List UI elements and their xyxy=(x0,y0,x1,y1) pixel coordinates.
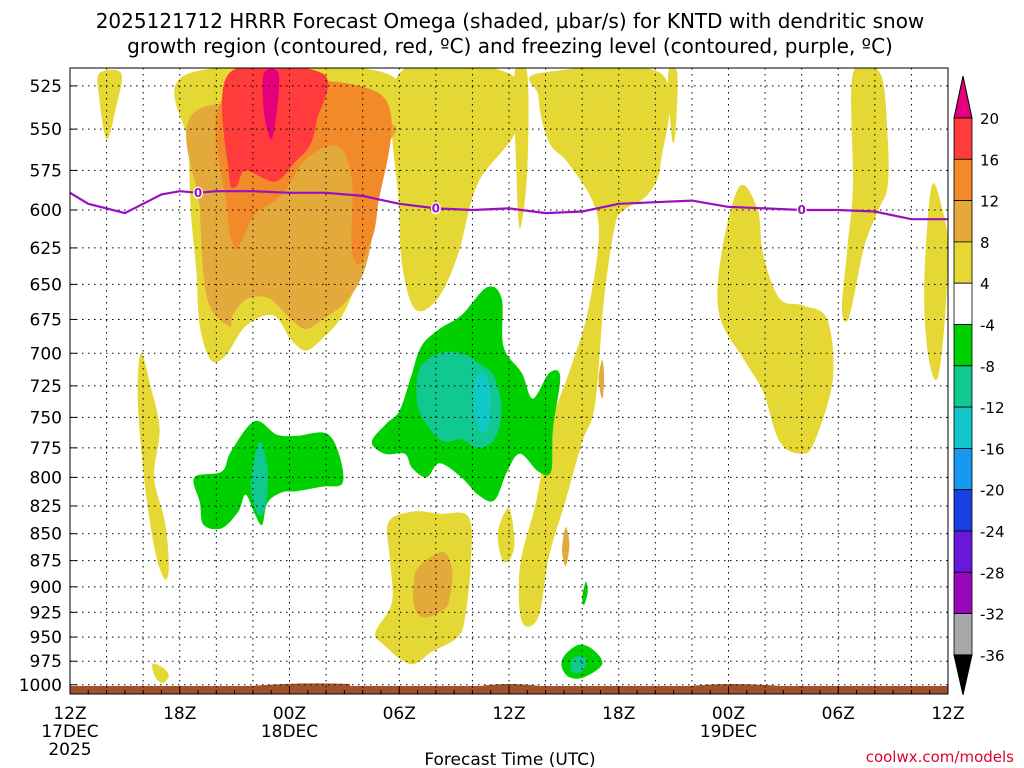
colorbar-swatch-10 xyxy=(953,530,973,573)
colorbar-label-1: 12 xyxy=(980,193,999,211)
x-tick-date-0: 17DEC xyxy=(41,722,98,742)
credit-text[interactable]: coolwx.com/models xyxy=(866,748,1014,766)
y-tick-label-625: 625 xyxy=(30,239,62,259)
y-tick-label-650: 650 xyxy=(30,275,62,295)
y-tick-label-850: 850 xyxy=(30,525,62,545)
omega-region-0 xyxy=(97,69,122,140)
omega-region-9 xyxy=(924,183,948,381)
colorbar-swatch-1 xyxy=(953,158,973,202)
omega-region-7 xyxy=(717,184,834,454)
colorbar-label-7: -16 xyxy=(980,440,1005,458)
freezing-label-bg xyxy=(430,202,441,215)
colorbar-swatch-3 xyxy=(953,241,973,284)
colorbar-top-arrow xyxy=(953,75,973,119)
x-axis-label: Forecast Time (UTC) xyxy=(424,750,595,768)
y-tick-label-600: 600 xyxy=(30,201,62,221)
omega-region-23 xyxy=(582,581,588,606)
freezing-level-label: 0 xyxy=(194,186,202,200)
omega-region-5 xyxy=(518,68,671,627)
x-tick-year-0: 2025 xyxy=(48,740,91,760)
y-tick-label-700: 700 xyxy=(30,344,62,364)
colorbar-label-10: -28 xyxy=(980,564,1005,582)
freezing-level-label: 0 xyxy=(432,201,440,215)
y-axis-ticks: 525 550 575 600 625 650 675 700 725 750 775 800 825 8… xyxy=(19,77,77,696)
omega-region-8 xyxy=(841,68,889,323)
y-tick-label-900: 900 xyxy=(30,578,62,598)
omega-region-17 xyxy=(598,359,605,399)
y-tick-label-725: 725 xyxy=(30,377,62,397)
colorbar-swatch-12 xyxy=(953,613,973,656)
freezing-level-label: 0 xyxy=(797,203,805,217)
colorbar-label-8: -20 xyxy=(980,482,1005,500)
colorbar-swatch-4 xyxy=(953,282,973,325)
y-tick-label-575: 575 xyxy=(30,161,62,181)
freezing-level-contour: 0 0 0 xyxy=(69,186,948,221)
y-tick-label-1000: 1000 xyxy=(19,676,62,696)
grid-lines xyxy=(70,68,948,694)
omega-shading xyxy=(97,68,948,683)
omega-region-21 xyxy=(193,420,344,530)
omega-region-19 xyxy=(221,68,329,189)
omega-region-12 xyxy=(497,508,515,563)
x-tick-label-24: 12Z xyxy=(492,704,525,724)
colorbar-swatch-6 xyxy=(953,365,973,408)
chart-title-line1: 2025121712 HRRR Forecast Omega (shaded, … xyxy=(96,9,925,33)
y-tick-label-550: 550 xyxy=(30,120,62,140)
colorbar-swatch-2 xyxy=(953,200,973,243)
omega-region-28 xyxy=(473,372,492,434)
omega-region-25 xyxy=(250,441,268,516)
colorbar-label-5: -8 xyxy=(980,358,995,376)
x-tick-label-48: 12Z xyxy=(931,704,964,724)
omega-region-4 xyxy=(513,68,529,229)
omega-region-13 xyxy=(152,663,169,683)
x-tick-label-18: 06Z xyxy=(383,704,416,724)
x-tick-label-30: 18Z xyxy=(602,704,635,724)
colorbar-swatch-9 xyxy=(953,489,973,532)
colorbar-swatch-5 xyxy=(953,324,973,367)
colorbar-label-9: -24 xyxy=(980,523,1005,541)
y-tick-label-950: 950 xyxy=(30,628,62,648)
omega-region-10 xyxy=(137,353,169,580)
colorbar-label-3: 4 xyxy=(980,275,990,293)
colorbar-label-0: 16 xyxy=(980,151,999,169)
colorbar-label-2: 8 xyxy=(980,234,990,252)
y-tick-label-925: 925 xyxy=(30,603,62,623)
omega-region-6 xyxy=(667,68,678,144)
y-tick-label-975: 975 xyxy=(30,652,62,672)
freezing-label-bg xyxy=(796,203,807,216)
omega-region-15 xyxy=(412,552,453,618)
y-tick-label-675: 675 xyxy=(30,310,62,330)
x-tick-date-12: 18DEC xyxy=(261,722,318,742)
x-tick-label-36: 00Z xyxy=(712,704,745,724)
y-tick-label-525: 525 xyxy=(30,77,62,97)
colorbar-swatch-11 xyxy=(953,571,973,614)
colorbar-bottom-arrow xyxy=(953,654,973,696)
colorbar-label-11: -32 xyxy=(980,606,1005,624)
y-tick-label-750: 750 xyxy=(30,408,62,428)
freezing-label-bg xyxy=(193,186,204,199)
y-tick-label-800: 800 xyxy=(30,468,62,488)
x-tick-date-36: 19DEC xyxy=(700,722,757,742)
colorbar-swatch-0 xyxy=(953,117,973,160)
omega-region-3 xyxy=(391,68,522,312)
y-tick-label-875: 875 xyxy=(30,552,62,572)
omega-region-16 xyxy=(562,527,570,566)
x-tick-label-6: 18Z xyxy=(163,704,196,724)
colorbar-label-top: 20 xyxy=(980,110,999,128)
x-tick-label-0: 12Z xyxy=(53,704,86,724)
colorbar: 20 16 12 8 4 -4 -8 -12 -16 -20 -24 -28 -32 -36 xyxy=(953,75,1005,696)
colorbar-label-4: -4 xyxy=(980,317,995,335)
colorbar-swatch-8 xyxy=(953,447,973,491)
colorbar-swatch-7 xyxy=(953,406,973,449)
x-tick-label-12: 00Z xyxy=(273,704,306,724)
y-tick-label-825: 825 xyxy=(30,497,62,517)
colorbar-label-6: -12 xyxy=(980,399,1005,417)
chart-title-line2: growth region (contoured, red, ºC) and f… xyxy=(127,34,893,58)
colorbar-label-12: -36 xyxy=(980,647,1005,665)
y-tick-label-775: 775 xyxy=(30,439,62,459)
x-tick-label-42: 06Z xyxy=(822,704,855,724)
